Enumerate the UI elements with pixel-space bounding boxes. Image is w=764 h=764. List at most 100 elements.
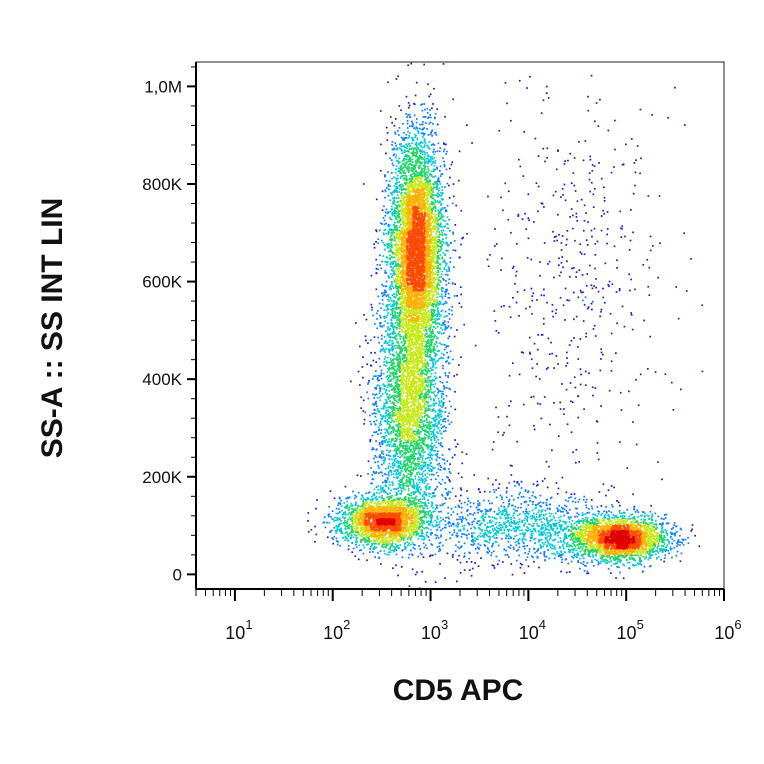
event-dot [656,557,658,560]
event-dot [373,397,376,399]
event-dot [388,451,390,454]
event-dot [380,563,382,565]
event-dot [445,326,447,329]
event-dot [375,312,378,315]
event-dot [517,506,519,509]
event-dot [390,322,392,324]
event-dot [620,227,622,230]
event-dot [460,511,463,514]
event-dot [436,300,439,303]
event-dot [665,530,668,532]
event-dot [423,63,425,66]
event-dot [375,272,378,275]
event-dot [651,554,653,557]
event-dot [662,545,664,547]
event-dot [399,445,402,448]
event-dot [411,147,413,150]
event-dot [352,490,354,493]
event-dot [369,440,372,443]
event-dot [395,457,397,460]
event-dot [432,143,434,145]
event-dot [439,303,442,305]
event-dot [393,355,395,357]
event-dot [405,150,408,153]
event-dot [563,528,566,531]
event-dot [520,487,523,489]
event-dot [407,498,410,501]
event-dot [438,545,441,548]
event-dot [436,337,439,339]
event-dot [373,336,376,338]
event-dot [483,520,486,522]
event-dot [392,154,395,157]
event-dot [538,566,540,569]
event-dot [437,282,440,284]
event-dot [585,285,588,287]
event-dot [391,349,394,351]
event-dot [587,306,590,309]
event-dot [551,528,553,531]
event-dot [393,460,396,462]
event-dot [532,483,535,486]
event-dot [590,284,593,287]
event-dot [503,528,506,531]
event-dot [396,328,399,330]
event-dot [388,396,391,399]
event-dot [381,544,383,547]
event-dot [635,443,638,446]
event-dot [598,491,601,493]
event-dot [421,495,424,498]
event-dot [550,496,553,499]
event-dot [591,164,594,166]
event-dot [391,353,394,356]
event-dot [449,480,451,483]
event-dot [519,562,522,565]
event-dot [546,156,548,159]
event-dot [431,107,433,110]
event-dot [500,529,503,531]
event-dot [437,432,439,434]
event-dot [557,516,560,519]
event-dot [322,521,325,524]
event-dot [331,510,334,512]
event-dot [650,504,652,507]
event-dot [421,123,424,126]
event-dot [410,473,413,476]
event-dot [424,115,427,118]
event-dot [454,495,457,498]
event-dot [574,239,576,242]
event-dot [390,364,393,367]
event-dot [592,513,594,516]
event-dot [452,553,454,556]
event-dot [500,196,502,199]
event-dot [383,552,386,555]
event-dot [392,358,394,361]
event-dot [438,390,440,392]
event-dot [424,581,427,583]
event-dot [418,535,421,537]
event-dot [346,500,348,503]
event-dot [410,148,412,150]
event-dot [501,532,503,535]
event-dot [479,524,482,527]
event-dot [508,404,510,407]
event-dot [379,424,381,426]
event-dot [663,560,665,563]
event-dot [400,566,403,568]
event-dot [590,74,593,77]
event-dot [503,521,505,524]
event-dot [429,524,431,526]
event-dot [427,425,429,427]
event-dot [466,124,468,126]
event-dot [388,369,390,372]
event-dot [339,522,341,525]
event-dot [366,559,368,562]
event-dot [417,491,420,493]
event-dot [448,268,450,270]
event-dot [419,535,422,538]
event-dot [433,336,435,339]
event-dot [407,106,410,109]
event-dot [418,448,421,451]
event-dot [534,137,537,140]
event-dot [446,216,449,218]
